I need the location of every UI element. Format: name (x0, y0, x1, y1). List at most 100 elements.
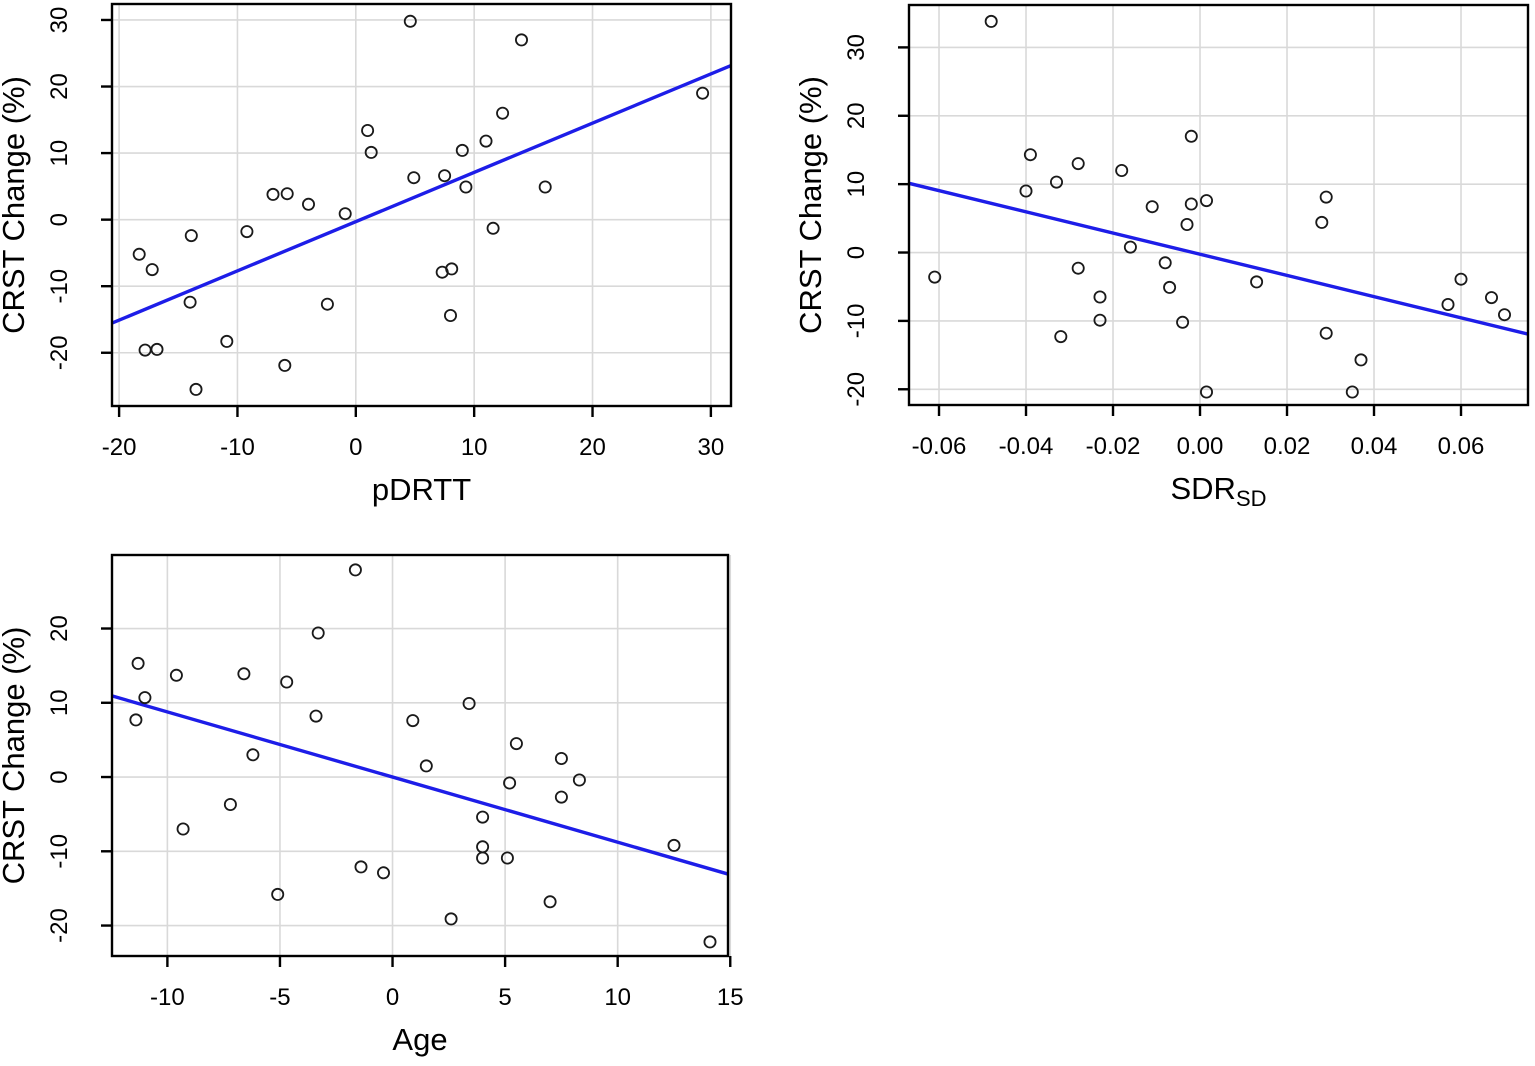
y-axis: -20 -10 0 10 20 (46, 615, 112, 943)
y-tick-label: 0 (843, 246, 870, 259)
plot-background (112, 4, 731, 406)
y-tick-label: 20 (46, 615, 73, 642)
y-tick-label: 10 (46, 140, 73, 167)
data-point (500, 851, 514, 865)
data-point (1200, 194, 1214, 208)
data-point (462, 697, 476, 711)
data-point (1093, 313, 1107, 327)
data-point (696, 86, 710, 100)
y-tick-label: 10 (46, 689, 73, 716)
regression-line (112, 63, 731, 325)
data-point (1184, 197, 1198, 211)
y-tick-label: -20 (843, 372, 870, 407)
data-point (280, 675, 294, 689)
x-tick-label: 0 (386, 984, 399, 1011)
y-tick-label: 0 (46, 770, 73, 783)
data-point (1200, 385, 1214, 399)
data-point (444, 912, 458, 926)
data-point (246, 748, 260, 762)
x-tick-label: 0.04 (1351, 433, 1398, 460)
data-point (984, 14, 998, 28)
plot-box (110, 2, 733, 408)
plot-background (909, 5, 1528, 405)
y-axis: -20 -10 0 10 20 30 (843, 34, 909, 407)
data-point (280, 187, 294, 201)
data-point (572, 773, 586, 787)
scatter-panel-age: -10 -5 0 5 10 15 -20 -10 0 10 20 Age CRST Change (%) (0, 553, 744, 1057)
data-point (515, 33, 529, 47)
data-point (129, 713, 143, 727)
data-point (445, 262, 459, 276)
x-tick-label: 10 (461, 434, 488, 461)
y-tick-label: 10 (843, 171, 870, 198)
data-point (406, 714, 420, 728)
data-point (376, 866, 390, 880)
data-point (1441, 297, 1455, 311)
data-point (145, 263, 159, 277)
y-tick-label: 20 (843, 102, 870, 129)
data-point (223, 798, 237, 812)
data-point (132, 247, 146, 261)
data-point (237, 667, 251, 681)
data-point (220, 334, 234, 348)
x-tick-label: 20 (579, 434, 606, 461)
data-point (1354, 353, 1368, 367)
data-point (443, 308, 457, 322)
x-axis-title: Age (392, 1022, 447, 1057)
grid (909, 5, 1528, 405)
data-point (1454, 272, 1468, 286)
data-point (1180, 217, 1194, 231)
data-point (364, 145, 378, 159)
data-point (479, 134, 493, 148)
regression-line-group (112, 694, 728, 876)
data-point (1345, 385, 1359, 399)
x-tick-label: -10 (220, 434, 255, 461)
data-point (1050, 175, 1064, 189)
data-point (1093, 290, 1107, 304)
data-point (1498, 308, 1512, 322)
x-tick-label: -10 (150, 984, 185, 1011)
data-point (928, 270, 942, 284)
data-point (183, 295, 197, 309)
y-axis-title: CRST Change (%) (0, 627, 31, 885)
plot-background (112, 555, 728, 956)
data-point (240, 225, 254, 239)
data-point (301, 197, 315, 211)
data-point (1019, 184, 1033, 198)
y-tick-label: 30 (843, 34, 870, 61)
y-tick-label: -10 (46, 834, 73, 869)
data-point (476, 810, 490, 824)
data-point (1071, 157, 1085, 171)
x-tick-label: 15 (717, 984, 744, 1011)
data-point (338, 207, 352, 221)
data-point (476, 851, 490, 865)
data-point (361, 124, 375, 138)
x-tick-label: -20 (102, 434, 137, 461)
x-tick-label: 10 (604, 984, 631, 1011)
data-point (503, 776, 517, 790)
data-point (459, 180, 473, 194)
y-tick-label: 30 (46, 7, 73, 34)
data-point (1315, 215, 1329, 229)
data-points (132, 14, 710, 396)
data-point (320, 297, 334, 311)
data-point (496, 106, 510, 120)
x-axis: -0.06 -0.04 -0.02 0.00 0.02 0.04 0.06 (912, 405, 1484, 460)
data-point (1123, 240, 1137, 254)
y-tick-label: -20 (46, 908, 73, 943)
scatter-panel-pdrtt: -20 -10 0 10 20 30 -20 -10 0 10 20 30 pDRTT CRST Chan… (0, 2, 733, 507)
x-tick-label: 0 (349, 434, 362, 461)
data-point (554, 790, 568, 804)
data-point (271, 887, 285, 901)
data-point (1319, 326, 1333, 340)
data-point (131, 656, 145, 670)
x-axis: -10 -5 0 5 10 15 (150, 956, 744, 1011)
x-tick-label: -0.06 (912, 433, 967, 460)
grid (112, 4, 731, 406)
data-point (1485, 291, 1499, 305)
x-tick-label: -5 (269, 984, 290, 1011)
data-point (184, 229, 198, 243)
y-tick-label: 0 (46, 213, 73, 226)
y-tick-label: -10 (843, 304, 870, 339)
data-point (1023, 148, 1037, 162)
